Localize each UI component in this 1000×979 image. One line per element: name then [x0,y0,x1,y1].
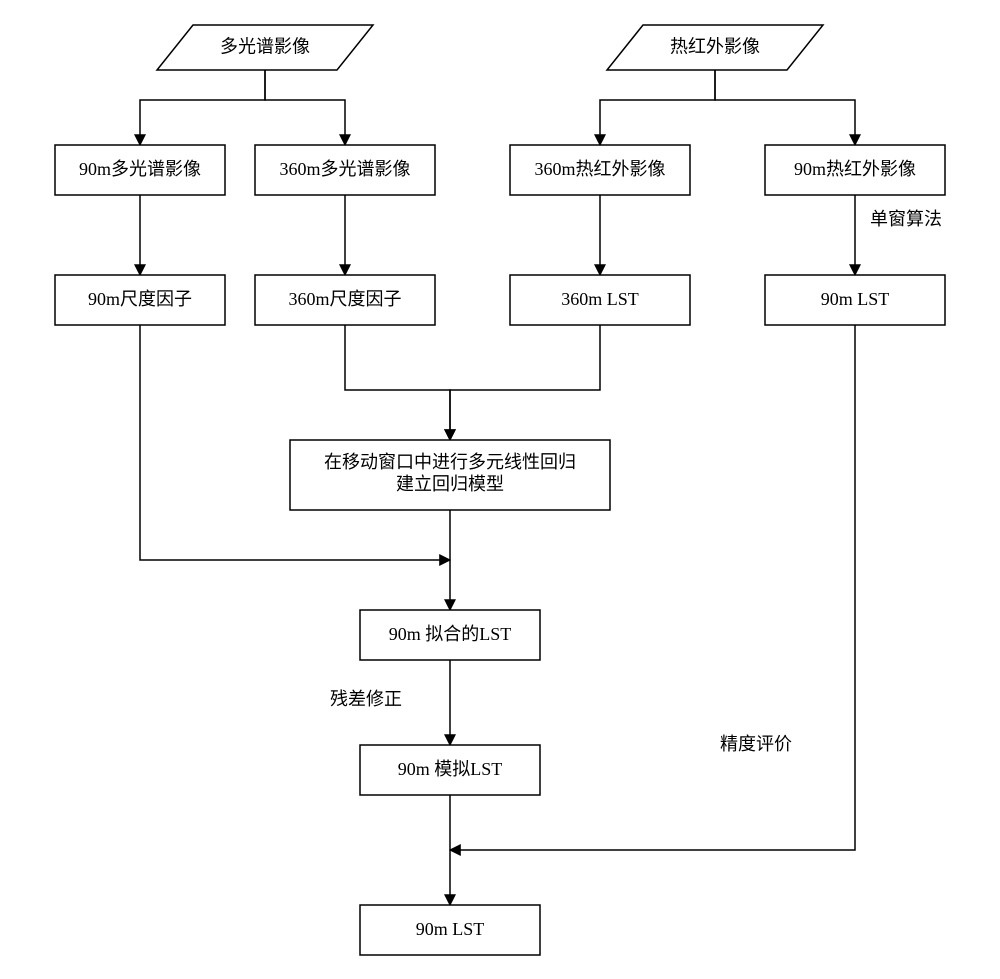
node-fit: 90m 拟合的LST [360,610,540,660]
node-label: 多光谱影像 [220,37,310,57]
node-sim: 90m 模拟LST [360,745,540,795]
edge-label: 单窗算法 [870,209,942,229]
edge [345,325,450,440]
node-label: 360m尺度因子 [288,289,401,309]
node-b360tir: 360m热红外影像 [510,145,690,195]
node-label: 360m热红外影像 [534,159,665,179]
node-label: 热红外影像 [670,37,760,57]
edge [265,70,345,145]
node-label: 360m LST [561,289,639,309]
node-label: 90m 模拟LST [398,759,503,779]
node-b360ms: 360m多光谱影像 [255,145,435,195]
node-label: 在移动窗口中进行多元线性回归 [324,452,576,472]
node-label: 建立回归模型 [396,474,504,494]
node-label: 90m热红外影像 [794,159,916,179]
edge-label: 残差修正 [330,689,402,709]
nodes: 多光谱影像 热红外影像 90m多光谱影像 360m多光谱影像 360m热红外影像 90m热… [55,25,945,955]
node-label: 90m多光谱影像 [79,159,201,179]
node-label: 90m尺度因子 [88,289,192,309]
edge-label: 精度评价 [720,734,792,754]
node-label: 90m 拟合的LST [389,624,512,644]
node-b90ms: 90m多光谱影像 [55,145,225,195]
node-lst90: 90m LST [765,275,945,325]
edge [600,70,715,145]
node-in1: 多光谱影像 [157,25,373,70]
node-label: 360m多光谱影像 [279,159,410,179]
node-final: 90m LST [360,905,540,955]
edge [715,70,855,145]
flowchart-canvas: 单窗算法残差修正精度评价 多光谱影像 热红外影像 90m多光谱影像 360m多光谱影像 3… [0,0,1000,979]
node-sf90: 90m尺度因子 [55,275,225,325]
edge [450,325,600,440]
node-b90tir: 90m热红外影像 [765,145,945,195]
node-regress: 在移动窗口中进行多元线性回归建立回归模型 [290,440,610,510]
node-in2: 热红外影像 [607,25,823,70]
node-label: 90m LST [416,919,485,939]
node-lst360: 360m LST [510,275,690,325]
edge [140,70,265,145]
node-label: 90m LST [821,289,890,309]
node-sf360: 360m尺度因子 [255,275,435,325]
